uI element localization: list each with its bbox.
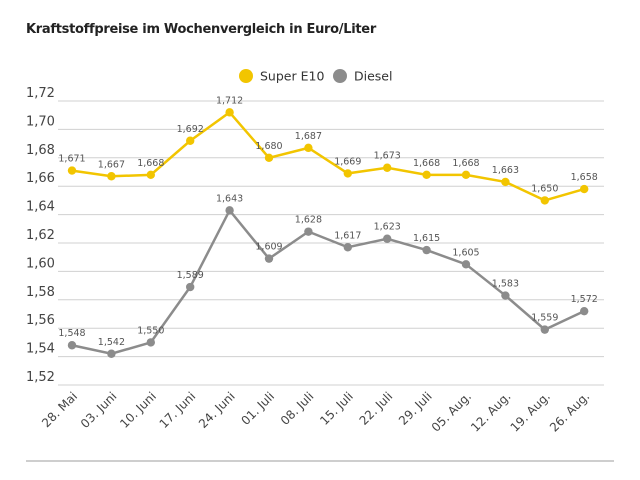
y-tick-label: 1,54 xyxy=(26,342,55,357)
legend-marker xyxy=(333,69,347,83)
data-label: 1,712 xyxy=(216,95,243,106)
data-label: 1,583 xyxy=(492,279,519,290)
data-label: 1,542 xyxy=(98,337,125,348)
x-tick-label: 10. Juni xyxy=(117,389,159,431)
data-label: 1,605 xyxy=(452,247,479,258)
series-line-super-e10 xyxy=(71,110,585,202)
data-point xyxy=(107,349,116,358)
data-point xyxy=(146,338,155,347)
data-label: 1,559 xyxy=(531,313,558,324)
data-label: 1,668 xyxy=(452,158,479,169)
x-tick-label: 28. Mai xyxy=(39,389,80,430)
x-tick-label: 24. Juni xyxy=(196,389,238,431)
data-point xyxy=(383,234,392,243)
x-tick-label: 26. Aug. xyxy=(547,389,592,434)
data-point xyxy=(422,245,431,255)
data-point xyxy=(264,254,274,263)
data-point xyxy=(422,170,431,180)
data-point xyxy=(501,177,510,187)
x-tick-label: 08. Juli xyxy=(278,389,317,428)
data-point xyxy=(304,227,313,236)
data-point xyxy=(67,166,77,175)
x-tick-label: 22. Juli xyxy=(357,389,396,428)
x-tick-label: 12. Aug. xyxy=(468,389,513,434)
y-tick-label: 1,58 xyxy=(26,285,55,300)
data-point xyxy=(383,163,392,172)
data-label: 1,667 xyxy=(98,159,125,170)
data-point xyxy=(264,153,274,162)
data-label: 1,572 xyxy=(571,294,598,305)
y-tick-label: 1,52 xyxy=(26,370,55,385)
data-label: 1,658 xyxy=(571,172,598,183)
data-label: 1,687 xyxy=(295,131,322,142)
data-label: 1,650 xyxy=(531,183,558,194)
data-point xyxy=(67,341,77,350)
data-point xyxy=(343,169,352,178)
data-label: 1,663 xyxy=(492,165,519,176)
data-point xyxy=(304,143,313,153)
data-point xyxy=(186,282,195,292)
data-point xyxy=(461,170,471,180)
x-tick-label: 05. Aug. xyxy=(429,389,474,434)
data-label: 1,615 xyxy=(413,233,440,244)
data-label: 1,668 xyxy=(137,158,164,169)
data-label: 1,550 xyxy=(137,325,164,336)
data-point xyxy=(107,172,116,181)
data-label: 1,669 xyxy=(334,156,361,167)
x-tick-label: 15. Juli xyxy=(317,389,356,428)
data-label: 1,671 xyxy=(58,154,85,165)
x-tick-label: 03. Juni xyxy=(78,389,120,431)
y-tick-label: 1,68 xyxy=(26,143,55,158)
y-tick-label: 1,70 xyxy=(26,114,55,129)
y-tick-label: 1,56 xyxy=(26,313,55,328)
data-label: 1,673 xyxy=(374,151,401,162)
data-point xyxy=(186,136,195,145)
data-point xyxy=(461,260,471,269)
data-point xyxy=(580,184,589,194)
data-point xyxy=(343,243,352,252)
data-label: 1,609 xyxy=(255,242,282,253)
data-point xyxy=(225,108,234,117)
data-label: 1,692 xyxy=(177,124,204,135)
y-tick-label: 1,60 xyxy=(26,256,55,271)
legend-marker xyxy=(239,69,253,83)
y-tick-label: 1,62 xyxy=(26,228,55,243)
x-tick-label: 29. Juli xyxy=(396,389,435,428)
legend-label: Super E10 xyxy=(260,69,324,84)
data-label: 1,548 xyxy=(58,328,85,339)
data-label: 1,589 xyxy=(177,270,204,281)
data-point xyxy=(540,325,549,334)
series-line-diesel xyxy=(71,208,585,356)
data-point xyxy=(580,306,589,316)
data-label: 1,617 xyxy=(334,230,361,241)
data-point xyxy=(501,291,510,300)
x-tick-label: 19. Aug. xyxy=(508,389,553,434)
x-tick-label: 17. Juni xyxy=(157,389,199,431)
y-tick-label: 1,66 xyxy=(26,171,55,186)
data-point xyxy=(146,170,155,180)
data-label: 1,643 xyxy=(216,193,243,204)
x-tick-label: 01. Juli xyxy=(238,389,277,428)
chart-title: Kraftstoffpreise im Wochenvergleich in E… xyxy=(26,22,376,37)
data-label: 1,628 xyxy=(295,215,322,226)
legend-label: Diesel xyxy=(354,69,392,84)
data-label: 1,680 xyxy=(255,141,282,152)
data-point xyxy=(540,196,549,205)
data-label: 1,623 xyxy=(374,222,401,233)
y-tick-label: 1,64 xyxy=(26,200,55,215)
data-point xyxy=(225,206,234,215)
y-tick-label: 1,72 xyxy=(26,86,55,101)
data-label: 1,668 xyxy=(413,158,440,169)
